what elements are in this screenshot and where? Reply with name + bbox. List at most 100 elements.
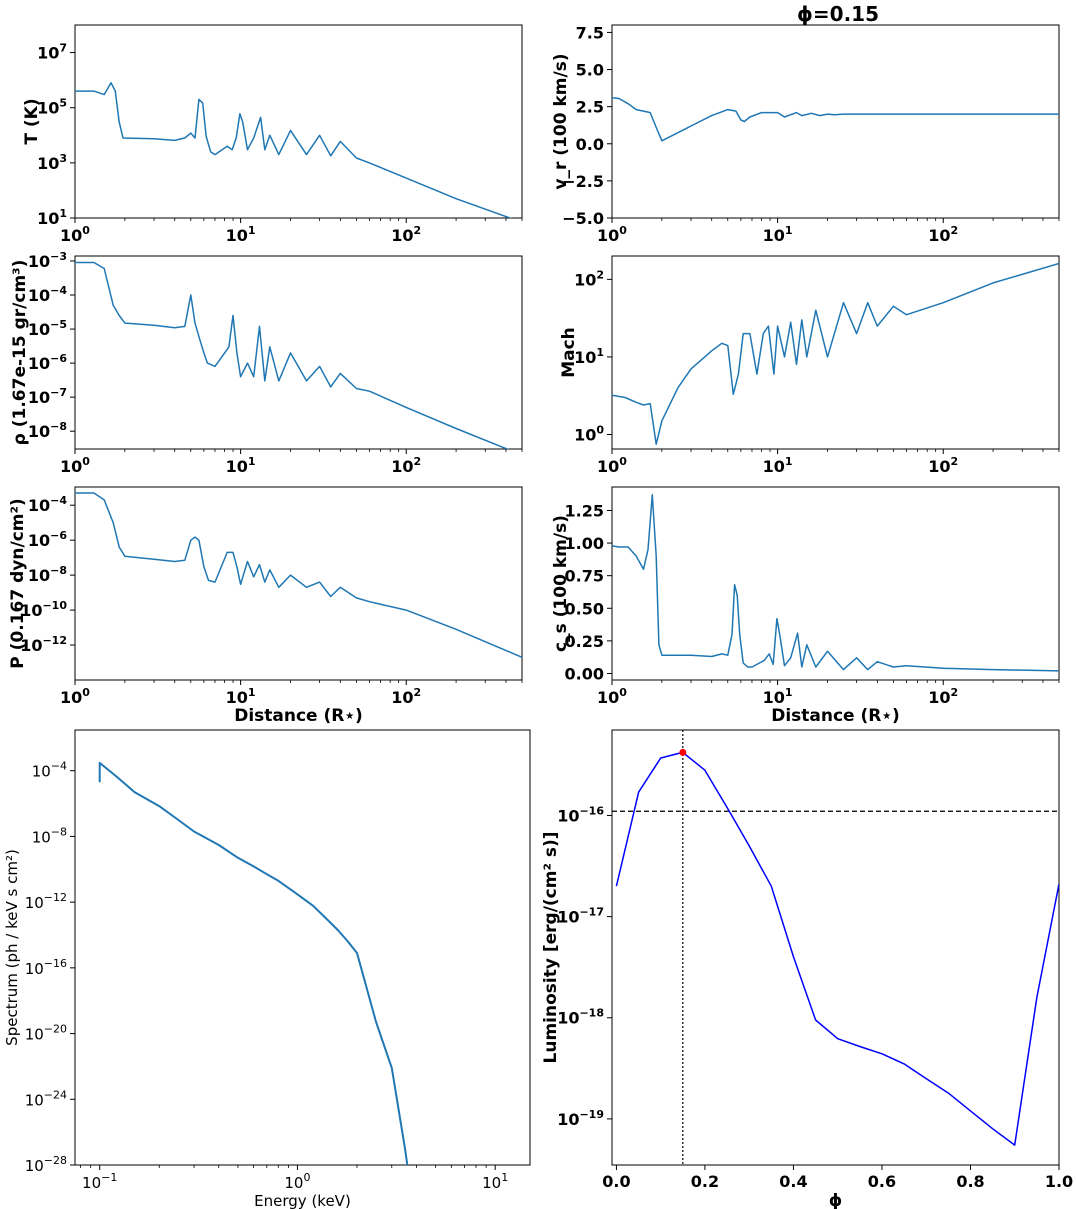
luminosity-y-axis-label: Luminosity [erg/(cm² s)]	[541, 832, 561, 1064]
density-chart: 100 101 102 10−8 10−7 10−6 10−5 10−4 10−3ρ (1.67…	[10, 250, 523, 476]
x-tick-label: 0.6	[868, 1172, 896, 1191]
y-tick-label: 107	[37, 42, 67, 63]
x-tick-label: 102	[928, 686, 958, 707]
y-tick-label: 1.00	[565, 534, 604, 553]
y-tick-label: 10−18	[557, 1007, 604, 1028]
temperature-axes-frame	[74, 24, 523, 219]
pressure-series-line	[75, 492, 522, 658]
x-tick-label: 101	[482, 1171, 508, 1192]
luminosity-x-axis-label: ϕ	[829, 1191, 843, 1209]
x-tick-label: 100	[60, 455, 90, 476]
sound-speed-chart: 100 101 102 0.00 0.25 0.50 0.75 1.00 1.25 Distanc…	[551, 486, 1060, 726]
y-tick-label: 10−8	[32, 825, 67, 846]
y-tick-label: 7.5	[576, 23, 604, 42]
x-tick-label: 100	[284, 1171, 310, 1192]
spectrum-x-axis-label: Energy (keV)	[254, 1192, 351, 1209]
y-tick-label: 0.00	[565, 664, 604, 683]
x-tick-label: 102	[928, 455, 958, 476]
velocity-chart: 100 101 102 −5.0 −2.5 0.0 2.5 5.0 7.5 v_r (100 km…	[551, 23, 1060, 245]
sound-speed-axes-frame	[611, 486, 1060, 681]
spectrum-axes-frame	[74, 729, 531, 1166]
y-tick-label: 10−16	[557, 804, 604, 825]
y-tick-label: 10−28	[25, 1154, 67, 1175]
y-tick-label: 0.25	[565, 632, 604, 651]
x-tick-label: 101	[226, 455, 256, 476]
pressure-chart: 100 101 102 10−12 10−10 10−8 10−6 10−4 Distance …	[8, 486, 523, 726]
luminosity-series-line	[615, 751, 1059, 1146]
y-tick-label: 10−24	[25, 1088, 67, 1109]
y-tick-label: 10−6	[28, 529, 67, 550]
y-tick-label: −2.5	[562, 172, 604, 191]
y-tick-label: 10−6	[28, 352, 67, 373]
velocity-series-line	[612, 96, 1059, 142]
density-axes-frame	[74, 255, 523, 450]
y-tick-label: 10−8	[28, 420, 67, 441]
y-tick-label: 103	[37, 152, 67, 173]
x-tick-label: 0.4	[779, 1172, 807, 1191]
density-series-line	[75, 261, 510, 449]
density-y-axis-label: ρ (1.67e-15 gr/cm³)	[10, 260, 30, 446]
x-tick-label: 100	[597, 455, 627, 476]
y-tick-label: 10−20	[25, 1023, 67, 1044]
mach-chart: 100 101 102 100 101 102 Mach	[559, 255, 1060, 476]
x-tick-label: 100	[60, 686, 90, 707]
y-tick-label: 10−10	[20, 599, 67, 620]
pressure-y-axis-label: P (0.167 dyn/cm²)	[8, 498, 28, 668]
y-tick-label: 10−7	[28, 386, 67, 407]
x-tick-label: 102	[391, 224, 421, 245]
x-tick-label: 102	[928, 224, 958, 245]
y-tick-label: 10−3	[28, 250, 67, 271]
y-tick-label: 10−16	[25, 957, 67, 978]
x-tick-label: 100	[60, 224, 90, 245]
mach-series-line	[612, 262, 1059, 445]
pressure-axes-frame	[74, 486, 523, 681]
temperature-series-line	[75, 82, 513, 218]
luminosity-chart: 0.0 0.2 0.4 0.6 0.8 1.0 10−19 10−18 10−17 10−16 ϕ L…	[541, 729, 1073, 1209]
y-tick-label: 101	[37, 207, 67, 228]
x-tick-label: 0.2	[691, 1172, 719, 1191]
velocity-y-axis-label: v_r (100 km/s)	[551, 53, 571, 189]
velocity-axes-frame	[611, 24, 1060, 219]
y-tick-label: 100	[574, 423, 604, 444]
mach-axes-frame	[611, 255, 1060, 450]
x-tick-label: 101	[763, 686, 793, 707]
y-tick-label: 2.5	[576, 98, 604, 117]
y-tick-label: 10−8	[28, 564, 67, 585]
y-tick-label: 10−12	[25, 891, 67, 912]
x-tick-label: 100	[597, 686, 627, 707]
y-tick-label: 10−19	[557, 1108, 604, 1129]
x-tick-label: 0.0	[602, 1172, 630, 1191]
spectrum-series-line	[98, 761, 409, 1165]
temperature-y-axis-label: T (K)	[22, 98, 42, 144]
x-tick-label: 101	[763, 224, 793, 245]
y-tick-label: 10−17	[557, 906, 604, 927]
figure-title: ϕ=0.15	[797, 2, 879, 26]
sound-speed-y-axis-label: c_s (100 km/s)	[551, 515, 571, 652]
y-tick-label: −5.0	[562, 209, 604, 228]
x-tick-label: 10−1	[82, 1171, 117, 1192]
spectrum-chart: 10−1 100 101 10−28 10−24 10−20 10−16 10−12 10−8 1…	[3, 729, 531, 1209]
x-tick-label: 101	[226, 224, 256, 245]
pressure-x-axis-label: Distance (R⋆)	[234, 706, 363, 726]
y-tick-label: 10−4	[32, 760, 67, 781]
y-tick-label: 0.75	[565, 567, 604, 586]
x-tick-label: 102	[391, 455, 421, 476]
sound-speed-series-line	[612, 494, 1059, 672]
x-tick-label: 102	[391, 686, 421, 707]
y-tick-label: 10−4	[28, 284, 67, 305]
y-tick-label: 10−5	[28, 318, 67, 339]
y-tick-label: 101	[574, 346, 604, 367]
current-phase-marker	[679, 748, 687, 756]
y-tick-label: 10−12	[20, 634, 67, 655]
x-tick-label: 100	[597, 224, 627, 245]
x-tick-label: 101	[763, 455, 793, 476]
x-tick-label: 0.8	[956, 1172, 984, 1191]
y-tick-label: 102	[574, 268, 604, 289]
y-tick-label: 105	[37, 97, 67, 118]
y-tick-label: 5.0	[576, 61, 604, 80]
y-tick-label: 1.25	[565, 501, 604, 520]
spectrum-y-axis-label: Spectrum (ph / keV s cm²)	[3, 849, 21, 1046]
sound-speed-x-axis-label: Distance (R⋆)	[771, 706, 900, 726]
